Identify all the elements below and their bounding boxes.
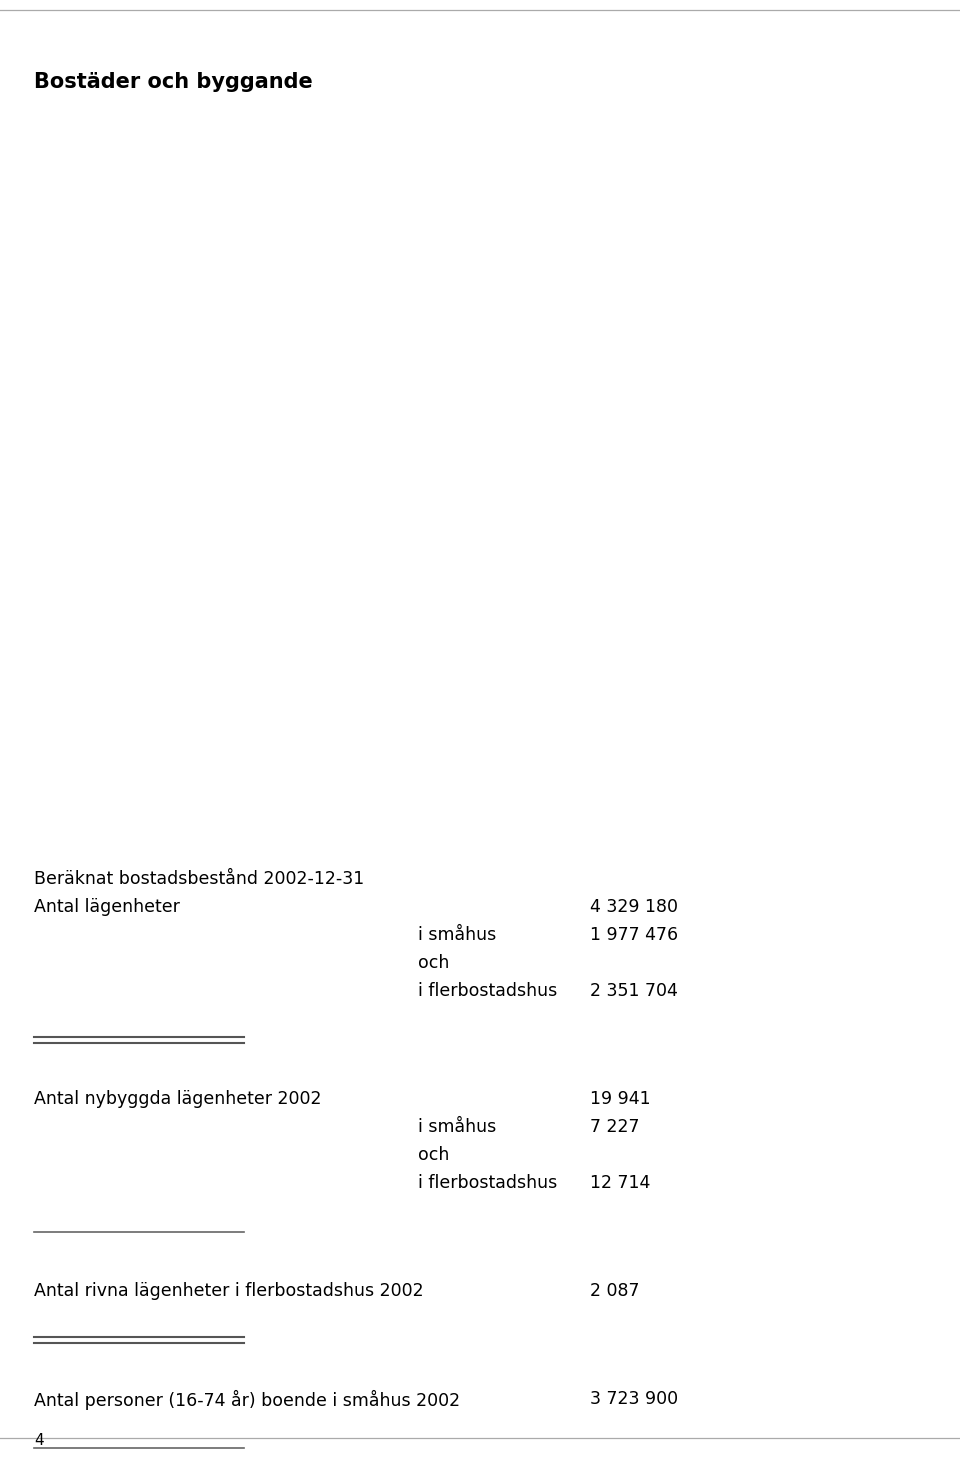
Text: och: och [418,954,449,972]
Text: 12 714: 12 714 [590,1174,651,1192]
Text: Antal personer (16-74 år) boende i småhus 2002: Antal personer (16-74 år) boende i småhu… [34,1390,460,1410]
Text: 4 329 180: 4 329 180 [590,899,679,916]
Text: i småhus: i småhus [418,1119,496,1136]
Text: 4: 4 [34,1432,43,1448]
Text: 1 977 476: 1 977 476 [590,927,679,944]
Text: 3 723 900: 3 723 900 [590,1390,679,1407]
Text: Antal rivna lägenheter i flerbostadshus 2002: Antal rivna lägenheter i flerbostadshus … [34,1281,423,1300]
Text: 2 087: 2 087 [590,1281,640,1300]
Text: och: och [418,1146,449,1164]
Text: 19 941: 19 941 [590,1091,651,1108]
Text: Antal lägenheter: Antal lägenheter [34,899,180,916]
Text: 7 227: 7 227 [590,1119,640,1136]
Text: i småhus: i småhus [418,927,496,944]
Text: Antal nybyggda lägenheter 2002: Antal nybyggda lägenheter 2002 [34,1091,321,1108]
Text: Beräknat bostadsbestånd 2002-12-31: Beräknat bostadsbestånd 2002-12-31 [34,869,364,888]
Text: i flerbostadshus: i flerbostadshus [418,982,557,1000]
Text: Bostäder och byggande: Bostäder och byggande [34,72,313,92]
Text: 2 351 704: 2 351 704 [590,982,679,1000]
Text: i flerbostadshus: i flerbostadshus [418,1174,557,1192]
